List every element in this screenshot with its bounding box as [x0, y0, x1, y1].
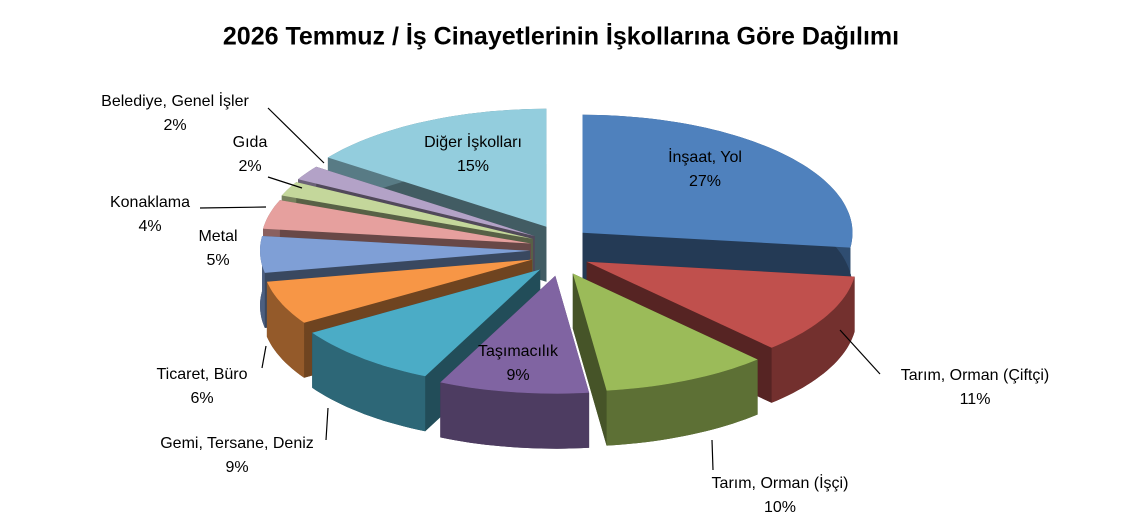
slice-side — [440, 382, 590, 449]
slice — [312, 269, 541, 377]
slice-label: Metal — [198, 228, 237, 245]
slice-value-label: 27% — [689, 173, 721, 190]
chart-title: 2026 Temmuz / İş Cinayetlerinin İşkollar… — [223, 23, 899, 51]
slice-value-label: 2% — [238, 158, 261, 175]
slice-value-label: 9% — [225, 459, 248, 476]
leader-line — [261, 345, 267, 369]
slice-wall — [572, 273, 607, 446]
leader-line — [711, 439, 714, 471]
slice-value-label: 9% — [506, 367, 529, 384]
slice-side — [771, 276, 855, 403]
slice-value-label: 10% — [764, 499, 796, 516]
slice-label: Tarım, Orman (Çiftçi) — [901, 367, 1049, 384]
slice-side — [606, 359, 758, 446]
leader-line — [267, 176, 303, 189]
slice — [281, 182, 533, 239]
slice-value-label: 4% — [138, 218, 161, 235]
slice — [327, 108, 547, 227]
leader-line — [325, 407, 329, 441]
slice-label: Gemi, Tersane, Deniz — [160, 435, 314, 452]
slice-label: Diğer İşkolları — [424, 132, 522, 151]
slice-label: Konaklama — [110, 194, 190, 211]
leader-line — [839, 329, 881, 375]
slice — [263, 200, 531, 244]
slice-value-label: 11% — [960, 391, 991, 408]
slice-label: Gıda — [233, 134, 268, 151]
slice-side — [266, 281, 305, 378]
slice — [572, 273, 758, 391]
slice-label: Ticaret, Büro — [157, 366, 248, 383]
slice — [582, 114, 853, 248]
slice — [266, 259, 533, 323]
slice — [260, 236, 530, 273]
slice-label: Belediye, Genel İşler — [101, 91, 249, 110]
slice-value-label: 5% — [206, 252, 229, 269]
leader-line — [267, 107, 325, 164]
slice-value-label: 2% — [163, 117, 186, 134]
slice-side — [312, 332, 426, 432]
slice — [440, 275, 590, 394]
slice-label: İnşaat, Yol — [668, 147, 742, 166]
slice-value-label: 6% — [190, 390, 213, 407]
leader-line — [199, 206, 267, 209]
slice-value-label: 15% — [457, 158, 489, 175]
slice — [586, 261, 855, 348]
slice-label: Taşımacılık — [478, 343, 559, 360]
slice — [298, 166, 535, 237]
slice-label: Tarım, Orman (İşçi) — [712, 473, 849, 492]
